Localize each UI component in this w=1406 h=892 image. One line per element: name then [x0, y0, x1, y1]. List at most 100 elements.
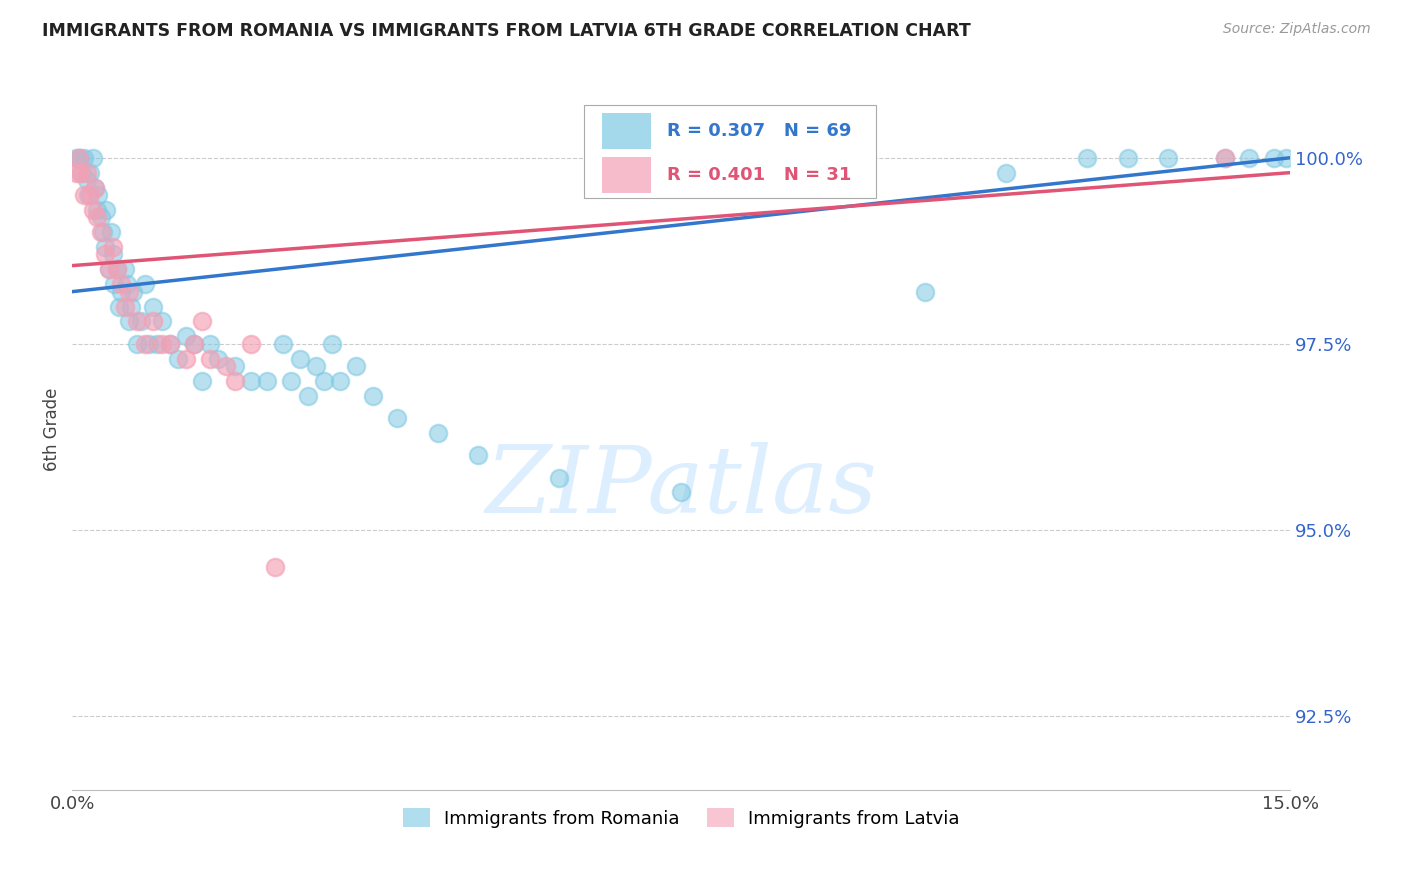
Point [84, 180, 107, 194]
Point [264, 559, 287, 574]
Point [200, 336, 222, 351]
Point [183, 336, 205, 351]
Point [159, 336, 181, 351]
Point [1275, 151, 1298, 165]
Point [146, 336, 169, 351]
Point [91, 225, 114, 239]
Point [70, 166, 93, 180]
Y-axis label: 6th Grade: 6th Grade [44, 387, 60, 471]
Point [142, 300, 165, 314]
Point [297, 389, 319, 403]
Text: IMMIGRANTS FROM ROMANIA VS IMMIGRANTS FROM LATVIA 6TH GRADE CORRELATION CHART: IMMIGRANTS FROM ROMANIA VS IMMIGRANTS FR… [42, 22, 972, 40]
Point [305, 359, 328, 373]
Point [108, 300, 131, 314]
Point [994, 166, 1017, 180]
Point [122, 285, 145, 299]
Point [1157, 151, 1180, 165]
Point [200, 351, 222, 366]
Point [669, 485, 692, 500]
Point [79, 166, 101, 180]
Point [79, 188, 101, 202]
Point [97, 262, 120, 277]
Point [117, 277, 139, 292]
Point [69, 166, 91, 180]
Text: R = 0.401   N = 31: R = 0.401 N = 31 [666, 166, 851, 184]
Point [73, 151, 96, 165]
Point [97, 262, 120, 277]
Text: R = 0.307   N = 69: R = 0.307 N = 69 [666, 122, 851, 140]
Point [191, 314, 214, 328]
Text: ZIPatlas: ZIPatlas [485, 442, 877, 532]
Point [127, 336, 149, 351]
Point [239, 336, 262, 351]
Point [65, 166, 87, 180]
Point [138, 336, 160, 351]
Point [361, 389, 384, 403]
Point [114, 300, 136, 314]
Point [90, 225, 112, 239]
Point [166, 351, 188, 366]
Point [100, 225, 122, 239]
Point [1076, 151, 1098, 165]
Point [1263, 151, 1285, 165]
Text: Source: ZipAtlas.com: Source: ZipAtlas.com [1223, 22, 1371, 37]
Point [105, 262, 128, 277]
Point [1116, 151, 1139, 165]
Point [174, 329, 197, 343]
Point [142, 314, 165, 328]
Point [207, 351, 229, 366]
Point [312, 374, 335, 388]
Point [150, 314, 173, 328]
Point [96, 202, 118, 217]
Point [86, 211, 108, 225]
Point [183, 336, 205, 351]
Point [914, 285, 936, 299]
Point [73, 188, 96, 202]
Point [224, 374, 246, 388]
Point [256, 374, 278, 388]
Point [150, 336, 173, 351]
Point [426, 425, 449, 440]
Point [76, 173, 98, 187]
Point [101, 247, 124, 261]
Point [467, 448, 489, 462]
Point [67, 151, 90, 165]
Point [134, 277, 156, 292]
Point [1239, 151, 1261, 165]
Point [1213, 151, 1236, 165]
FancyBboxPatch shape [583, 104, 876, 198]
Point [224, 359, 246, 373]
Point [90, 211, 112, 225]
Point [129, 314, 152, 328]
Point [67, 151, 90, 165]
Point [329, 374, 352, 388]
Point [215, 359, 238, 373]
Point [82, 151, 104, 165]
Point [76, 166, 98, 180]
Point [101, 240, 124, 254]
Point [174, 351, 197, 366]
Point [118, 314, 141, 328]
Point [273, 336, 295, 351]
Bar [602, 157, 651, 193]
Point [280, 374, 302, 388]
Point [385, 411, 408, 425]
Point [77, 188, 100, 202]
Bar [602, 112, 651, 149]
Point [82, 202, 104, 217]
Point [159, 336, 181, 351]
Point [93, 240, 115, 254]
Point [1213, 151, 1236, 165]
Point [110, 277, 132, 292]
Point [114, 262, 136, 277]
Point [84, 180, 107, 194]
Point [344, 359, 367, 373]
Point [239, 374, 262, 388]
Point [65, 151, 87, 165]
Point [69, 151, 91, 165]
Point [134, 336, 156, 351]
Point [191, 374, 214, 388]
Point [288, 351, 311, 366]
Point [105, 262, 128, 277]
Point [321, 336, 343, 351]
